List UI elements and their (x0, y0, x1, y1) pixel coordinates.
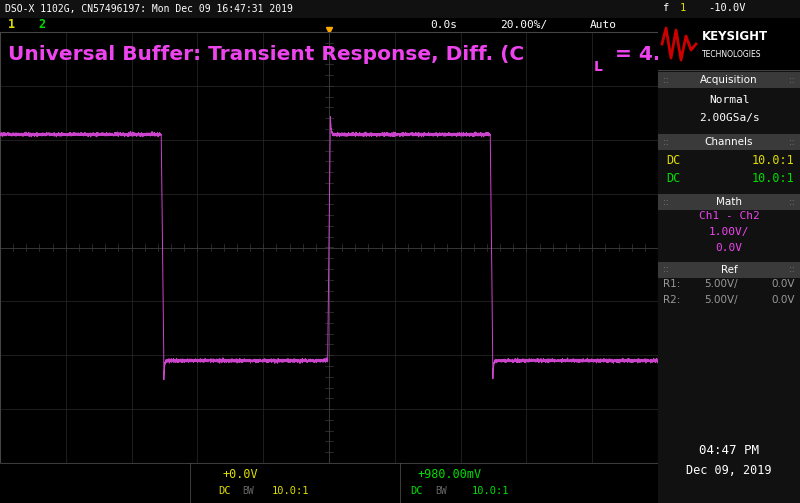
Text: DC: DC (410, 486, 422, 496)
Text: 2.00GSa/s: 2.00GSa/s (698, 113, 759, 123)
Text: DC: DC (666, 172, 680, 185)
Text: 5.00V/: 5.00V/ (704, 295, 738, 305)
Bar (658, 72, 800, 88)
Text: +980.00mV: +980.00mV (418, 468, 482, 481)
Text: -10.0V: -10.0V (708, 3, 746, 13)
Text: Ch1 - Ch2: Ch1 - Ch2 (698, 211, 759, 221)
Text: ::: :: (790, 137, 795, 146)
Text: L: L (594, 60, 603, 74)
Text: Dec 09, 2019: Dec 09, 2019 (686, 464, 772, 477)
Bar (658, 262, 800, 278)
Text: Math: Math (716, 197, 742, 207)
Text: 10.0:1: 10.0:1 (271, 486, 309, 496)
Text: BW: BW (242, 486, 254, 496)
Text: R1:: R1: (663, 279, 680, 289)
Text: 1: 1 (680, 3, 686, 13)
Text: 0.0V: 0.0V (771, 279, 795, 289)
Text: 10.0:1: 10.0:1 (751, 172, 794, 185)
Text: f: f (662, 3, 668, 13)
Bar (658, 18, 800, 70)
Text: ::: :: (663, 137, 669, 146)
Text: TECHNOLOGIES: TECHNOLOGIES (702, 49, 762, 58)
Text: 5.00V/: 5.00V/ (704, 279, 738, 289)
Text: ::: :: (663, 198, 669, 207)
Text: R2:: R2: (663, 295, 680, 305)
Text: Acquisition: Acquisition (700, 75, 758, 85)
Text: Channels: Channels (705, 137, 754, 147)
Text: ::: :: (790, 198, 795, 207)
Text: DSO-X 1102G, CN57496197: Mon Dec 09 16:47:31 2019: DSO-X 1102G, CN57496197: Mon Dec 09 16:4… (6, 4, 293, 14)
Text: 2: 2 (38, 19, 45, 32)
Text: 0.0V: 0.0V (771, 295, 795, 305)
Text: 0.0V: 0.0V (715, 243, 742, 253)
Bar (658, 134, 800, 150)
Text: Normal: Normal (709, 95, 750, 105)
Text: +0.0V: +0.0V (222, 468, 258, 481)
Bar (658, 194, 800, 210)
Text: Ref: Ref (721, 265, 738, 275)
Text: 04:47 PM: 04:47 PM (699, 445, 759, 458)
Text: DC: DC (218, 486, 230, 496)
Text: ::: :: (790, 266, 795, 275)
Text: Universal Buffer: Transient Response, Diff. (C: Universal Buffer: Transient Response, Di… (8, 45, 524, 64)
Text: 10.0:1: 10.0:1 (471, 486, 509, 496)
Text: = 4.7 nF): = 4.7 nF) (608, 45, 718, 64)
Text: 1: 1 (8, 19, 15, 32)
Text: ::: :: (663, 266, 669, 275)
Text: 20.00%/: 20.00%/ (500, 20, 547, 30)
Text: ::: :: (663, 75, 669, 85)
Text: KEYSIGHT: KEYSIGHT (702, 30, 768, 42)
Text: 10.0:1: 10.0:1 (751, 153, 794, 166)
Text: 0.0s: 0.0s (430, 20, 457, 30)
Text: BW: BW (435, 486, 446, 496)
Text: Auto: Auto (590, 20, 617, 30)
Text: 1.00V/: 1.00V/ (709, 227, 750, 237)
Text: ::: :: (790, 75, 795, 85)
Text: DC: DC (666, 153, 680, 166)
